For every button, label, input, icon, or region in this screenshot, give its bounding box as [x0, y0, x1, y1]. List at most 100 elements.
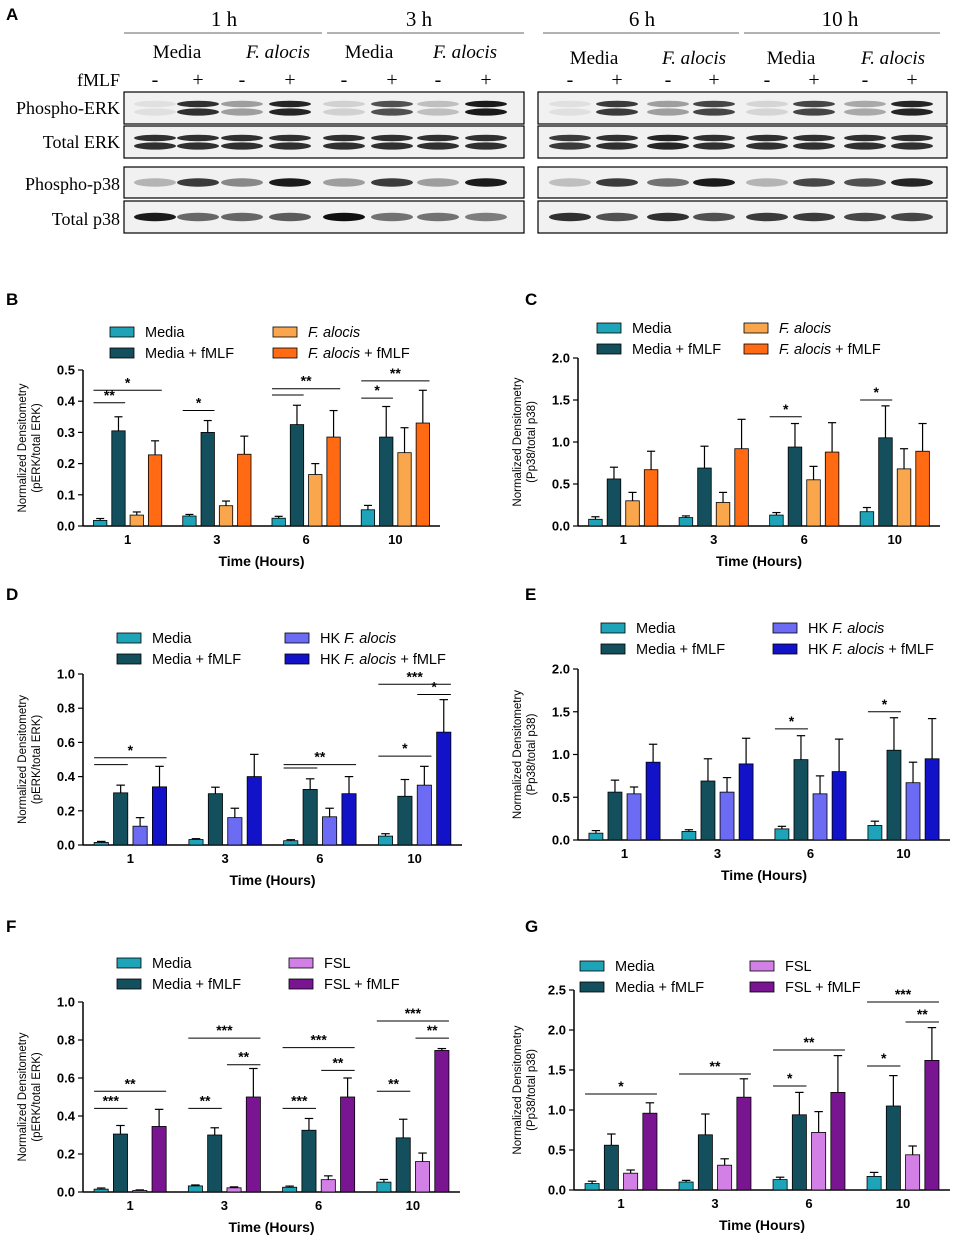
chart-panel-f: F Media Media + fMLF FSL FSL + fMLF 0.0 0.2 0.4…	[6, 917, 460, 1235]
blot-band	[134, 212, 176, 222]
legend-swatch	[116, 653, 142, 665]
bar	[681, 831, 697, 841]
blot-band	[693, 100, 735, 108]
bar	[924, 1060, 940, 1191]
bar	[326, 436, 341, 527]
blot-band	[549, 178, 591, 187]
significance-label: **	[200, 1092, 211, 1108]
blot-band	[891, 142, 933, 150]
blot-strips	[123, 91, 948, 234]
blot-band	[465, 108, 507, 116]
legend-swatch	[272, 326, 298, 338]
legend-label: F. alocis + fMLF	[779, 342, 881, 358]
bar	[301, 1129, 317, 1193]
bar	[645, 761, 661, 841]
y-axis-label: (Pp38/total p38)	[526, 1049, 538, 1131]
blot-band	[221, 142, 263, 150]
fmlf-sign: +	[611, 69, 622, 91]
blot-band	[793, 100, 835, 108]
blot-band	[221, 108, 263, 116]
blot-band	[221, 134, 263, 142]
bar	[812, 793, 828, 841]
bar	[697, 467, 712, 527]
significance-label: **	[301, 373, 312, 389]
x-tick-label: 1	[127, 851, 134, 866]
x-tick-label: 6	[303, 532, 310, 547]
bar	[915, 450, 930, 527]
row-label-total-erk: Total ERK	[43, 132, 120, 152]
fmlf-sign: -	[567, 69, 574, 91]
blot-band	[793, 142, 835, 150]
fmlf-sign: -	[239, 69, 246, 91]
significance-label: ***	[216, 1022, 233, 1038]
significance-label: ***	[895, 986, 912, 1002]
y-tick-label: 0.0	[548, 1183, 566, 1198]
panel-letter-f: F	[6, 917, 16, 936]
significance-label: **	[314, 749, 325, 765]
blot-band	[371, 212, 413, 222]
x-axis-label: Time (Hours)	[721, 867, 807, 883]
fmlf-sign: -	[862, 69, 869, 91]
significance-label: *	[196, 395, 202, 411]
legend-swatch	[116, 978, 142, 990]
legend-swatch	[600, 643, 626, 655]
significance-label: *	[125, 374, 131, 390]
legend-swatch	[579, 960, 605, 972]
legend-label: Media + fMLF	[615, 980, 704, 996]
bar	[830, 1092, 846, 1191]
blot-band	[647, 212, 689, 222]
legend-label: Media + fMLF	[636, 642, 725, 658]
blot-band	[596, 142, 638, 150]
legend-label: Media + fMLF	[152, 977, 241, 993]
significance-label: **	[917, 1006, 928, 1022]
condition-label: F. alocis	[432, 42, 497, 63]
legend-label: Media + fMLF	[145, 346, 234, 362]
legend-label: F. alocis + fMLF	[308, 346, 410, 362]
fmlf-sign: +	[906, 69, 917, 91]
legend-label: FSL	[785, 959, 812, 975]
bar	[379, 436, 394, 527]
blot-band	[177, 134, 219, 142]
chart-panel-d: D Media Media + fMLF HK F. alocis HK F. aloc…	[6, 585, 462, 888]
y-tick-label: 2.5	[548, 983, 566, 998]
bar	[772, 1179, 788, 1191]
blot-band	[371, 100, 413, 108]
blot-band	[793, 108, 835, 116]
bar	[905, 1154, 921, 1191]
significance-label: **	[125, 1075, 136, 1091]
bar	[793, 759, 809, 841]
bar	[643, 469, 659, 527]
blot-band	[844, 100, 886, 108]
bar	[866, 1176, 882, 1191]
legend-label: Media + fMLF	[152, 652, 241, 668]
fmlf-sign: +	[192, 69, 203, 91]
legend-label: Media	[152, 631, 192, 647]
blot-band	[417, 108, 459, 116]
y-tick-label: 1.5	[552, 704, 570, 719]
bar	[606, 478, 622, 527]
legend-swatch	[743, 322, 769, 334]
blot-band	[844, 108, 886, 116]
bar	[736, 1096, 752, 1191]
y-tick-label: 0.4	[57, 394, 76, 409]
blot-band	[844, 178, 886, 187]
blot-band	[465, 142, 507, 150]
western-blot-panel: A 1 h 3 h 6 h 10 h Media F. alocis Media…	[6, 5, 948, 234]
legend-swatch	[579, 981, 605, 993]
bar	[129, 514, 144, 527]
blot-band	[177, 178, 219, 187]
y-tick-label: 0.0	[552, 833, 570, 848]
blot-band	[465, 178, 507, 187]
blot-band	[371, 134, 413, 142]
y-axis-label: (pERK/total ERK)	[31, 403, 43, 493]
blot-band	[269, 212, 311, 222]
bar	[132, 825, 148, 846]
bar	[200, 431, 215, 527]
blot-band	[134, 100, 176, 108]
y-axis-label: Normalized Densitometry	[512, 690, 524, 819]
bar	[859, 511, 875, 527]
blot-band	[417, 134, 459, 142]
y-axis-label: Normalized Densitometry	[17, 695, 29, 824]
x-axis-label: Time (Hours)	[719, 1217, 805, 1233]
